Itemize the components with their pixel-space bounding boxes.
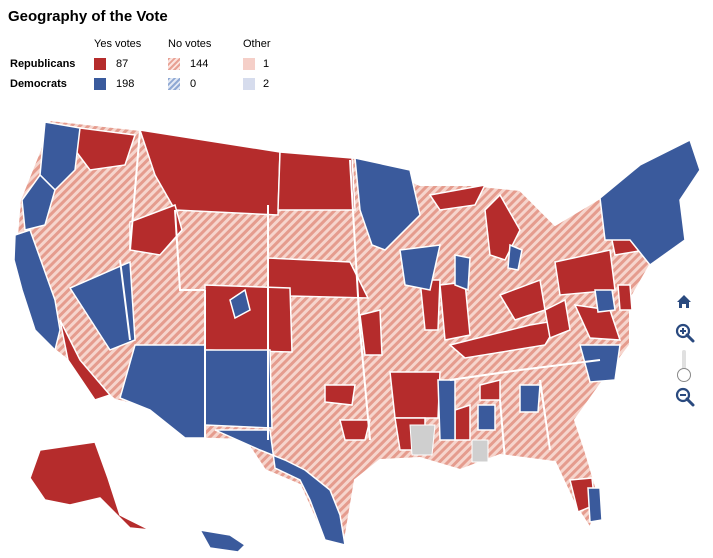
new-england bbox=[599, 138, 701, 267]
count-rep-yes: 87 bbox=[116, 58, 129, 70]
count-rep-no: 144 bbox=[190, 58, 209, 70]
pennsylvania bbox=[554, 249, 616, 296]
washington-west bbox=[39, 121, 81, 192]
swatch-rep-no bbox=[168, 58, 180, 70]
arizona bbox=[119, 344, 206, 439]
michigan-lp bbox=[484, 193, 521, 261]
alaska bbox=[29, 441, 151, 531]
state-borders bbox=[119, 129, 601, 461]
count-dem-no: 0 bbox=[190, 78, 197, 90]
new-mexico bbox=[204, 349, 273, 429]
swatch-rep-other bbox=[243, 58, 255, 70]
zoom-slider-track[interactable] bbox=[682, 350, 686, 380]
zoom-out-button[interactable] bbox=[675, 387, 695, 407]
oklahoma-center bbox=[324, 384, 356, 406]
us-district-map[interactable] bbox=[0, 100, 713, 558]
minnesota bbox=[354, 157, 421, 251]
florida-southeast bbox=[587, 487, 603, 523]
michigan-detroit bbox=[507, 243, 523, 271]
home-icon bbox=[677, 295, 691, 308]
nevada bbox=[68, 260, 136, 351]
colorado-denver bbox=[229, 288, 251, 320]
swatch-dem-other bbox=[243, 78, 255, 90]
alabama-south bbox=[471, 439, 489, 463]
alabama-black-belt bbox=[477, 404, 496, 431]
hawaii bbox=[198, 529, 247, 553]
north-carolina-east bbox=[579, 344, 621, 383]
legend-header-no: No votes bbox=[168, 38, 212, 50]
north-dakota bbox=[277, 151, 356, 211]
upper-michigan bbox=[428, 183, 487, 211]
georgia-atlanta bbox=[519, 384, 541, 413]
zoom-in-button[interactable] bbox=[675, 323, 695, 343]
maryland bbox=[594, 289, 616, 313]
count-dem-yes: 198 bbox=[116, 78, 135, 90]
california-coast bbox=[13, 229, 61, 352]
oregon-coast bbox=[21, 173, 56, 231]
texas-west bbox=[214, 429, 346, 547]
indiana bbox=[439, 281, 471, 341]
mississippi-west bbox=[454, 403, 471, 441]
illinois-west bbox=[419, 279, 441, 331]
home-button[interactable] bbox=[675, 293, 693, 311]
zoom-out-icon bbox=[675, 387, 695, 407]
colorado bbox=[204, 284, 293, 353]
page-title: Geography of the Vote bbox=[8, 8, 168, 25]
wisconsin-iowa bbox=[399, 244, 441, 291]
legend-row-republicans: Republicans bbox=[10, 58, 76, 70]
new-jersey bbox=[617, 284, 633, 311]
illinois-chicago bbox=[454, 254, 471, 292]
zoom-in-icon bbox=[675, 323, 695, 343]
count-dem-other: 2 bbox=[263, 78, 270, 90]
count-rep-other: 1 bbox=[263, 58, 270, 70]
zoom-slider-handle[interactable] bbox=[677, 368, 691, 382]
texas-north bbox=[339, 419, 371, 441]
legend-header-other: Other bbox=[243, 38, 271, 50]
west-virginia bbox=[544, 298, 571, 340]
california-central bbox=[59, 319, 112, 401]
arkansas bbox=[389, 371, 441, 419]
legend-row-democrats: Democrats bbox=[10, 78, 67, 90]
louisiana-south bbox=[409, 424, 436, 456]
swatch-dem-yes bbox=[94, 78, 106, 90]
legend-header-yes: Yes votes bbox=[94, 38, 142, 50]
swatch-dem-no bbox=[168, 78, 180, 90]
missouri-east bbox=[359, 309, 383, 356]
montana bbox=[138, 129, 281, 216]
swatch-rep-yes bbox=[94, 58, 106, 70]
other-regions bbox=[409, 424, 489, 463]
dem-yes-regions bbox=[13, 121, 701, 553]
mississippi-delta bbox=[437, 379, 456, 441]
